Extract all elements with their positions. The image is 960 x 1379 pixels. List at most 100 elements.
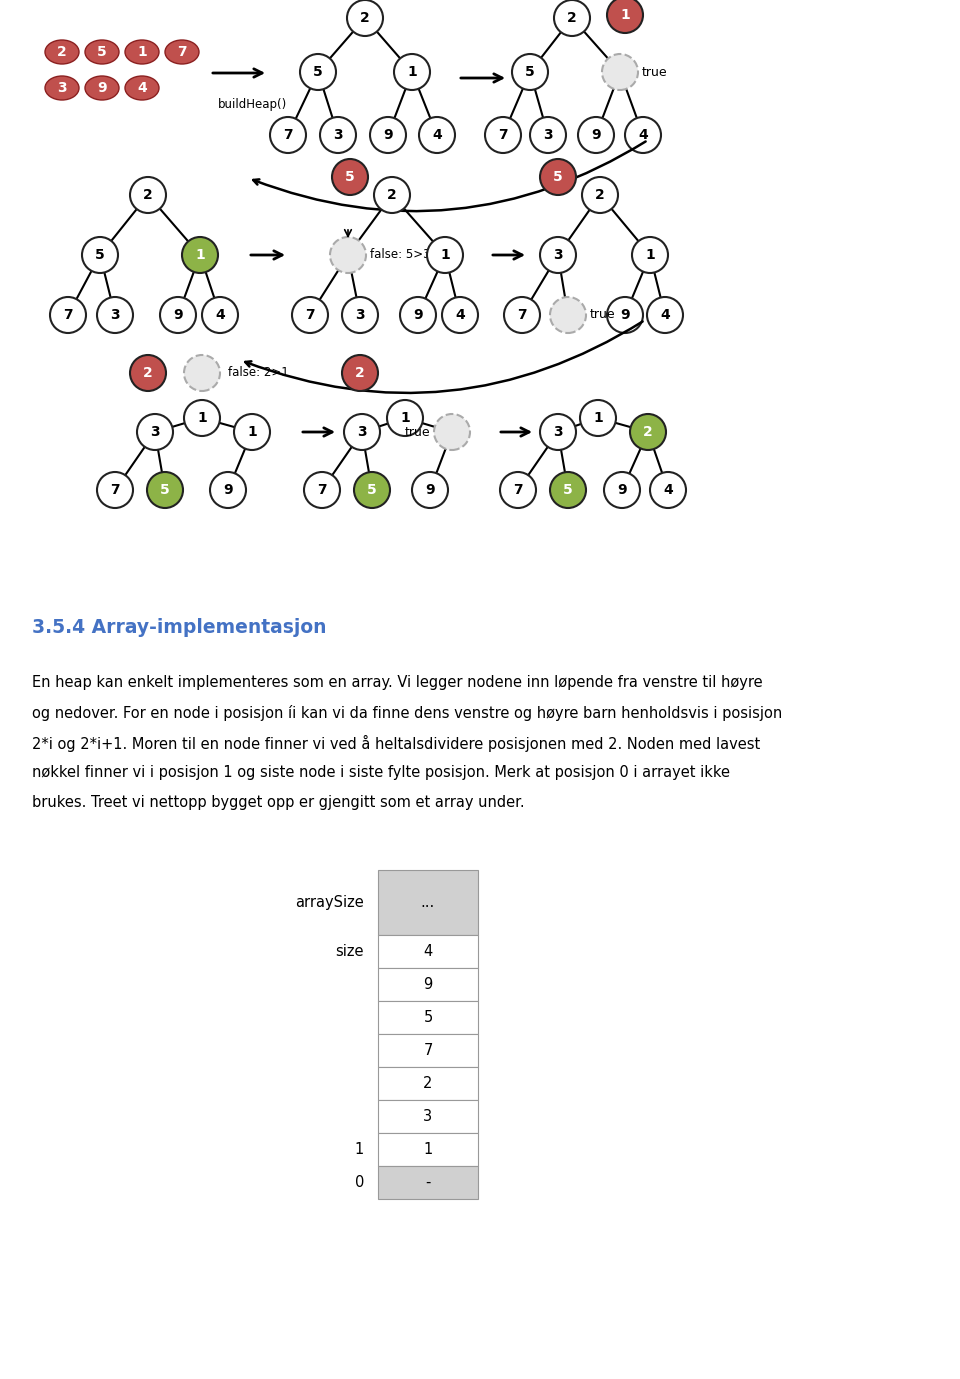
Circle shape bbox=[625, 117, 661, 153]
Bar bbox=[378, 935, 478, 968]
Text: 5: 5 bbox=[160, 483, 170, 496]
Bar bbox=[378, 870, 478, 935]
Circle shape bbox=[500, 472, 536, 507]
Text: nøkkel finner vi i posisjon 1 og siste node i siste fylte posisjon. Merk at posi: nøkkel finner vi i posisjon 1 og siste n… bbox=[32, 765, 730, 781]
Circle shape bbox=[184, 354, 220, 392]
Text: 5: 5 bbox=[346, 170, 355, 183]
Text: 4: 4 bbox=[137, 81, 147, 95]
Text: 1: 1 bbox=[247, 425, 257, 439]
Bar bbox=[378, 1001, 478, 1034]
Text: 5: 5 bbox=[95, 248, 105, 262]
Text: 9: 9 bbox=[97, 81, 107, 95]
Text: 3: 3 bbox=[333, 128, 343, 142]
Text: 4: 4 bbox=[663, 483, 673, 496]
Text: 4: 4 bbox=[432, 128, 442, 142]
Text: 2: 2 bbox=[643, 425, 653, 439]
Text: false: 5>3: false: 5>3 bbox=[370, 248, 430, 262]
Text: 5: 5 bbox=[313, 65, 323, 79]
Text: 3: 3 bbox=[110, 308, 120, 323]
Text: 9: 9 bbox=[591, 128, 601, 142]
Circle shape bbox=[50, 296, 86, 332]
Circle shape bbox=[147, 472, 183, 507]
Circle shape bbox=[550, 472, 586, 507]
Text: 3: 3 bbox=[58, 81, 67, 95]
Circle shape bbox=[540, 237, 576, 273]
Text: 3: 3 bbox=[150, 425, 159, 439]
Text: 7: 7 bbox=[423, 1043, 433, 1058]
Bar bbox=[378, 1067, 478, 1100]
Circle shape bbox=[580, 400, 616, 436]
Text: 9: 9 bbox=[620, 308, 630, 323]
Text: true: true bbox=[590, 309, 615, 321]
Text: 3: 3 bbox=[423, 1109, 433, 1124]
Text: 2: 2 bbox=[567, 11, 577, 25]
Circle shape bbox=[647, 296, 683, 332]
Text: 5: 5 bbox=[423, 1009, 433, 1025]
Circle shape bbox=[344, 414, 380, 450]
Text: 4: 4 bbox=[660, 308, 670, 323]
Circle shape bbox=[412, 472, 448, 507]
Circle shape bbox=[582, 177, 618, 212]
Text: 7: 7 bbox=[110, 483, 120, 496]
Text: og nedover. For en node i posisjon íi kan vi da finne dens venstre og høyre barn: og nedover. For en node i posisjon íi ka… bbox=[32, 705, 782, 721]
Text: 1: 1 bbox=[355, 1142, 364, 1157]
Text: 3.5.4 Array-implementasjon: 3.5.4 Array-implementasjon bbox=[32, 618, 326, 637]
Text: 7: 7 bbox=[498, 128, 508, 142]
Circle shape bbox=[650, 472, 686, 507]
Text: true: true bbox=[642, 65, 667, 79]
Text: ...: ... bbox=[420, 895, 435, 910]
Text: 4: 4 bbox=[455, 308, 465, 323]
Text: 1: 1 bbox=[440, 248, 450, 262]
Circle shape bbox=[270, 117, 306, 153]
Circle shape bbox=[332, 159, 368, 194]
Circle shape bbox=[602, 54, 638, 90]
Text: 1: 1 bbox=[195, 248, 204, 262]
Text: -: - bbox=[425, 1175, 431, 1190]
Circle shape bbox=[512, 54, 548, 90]
Circle shape bbox=[434, 414, 470, 450]
Bar bbox=[378, 1100, 478, 1134]
Text: 7: 7 bbox=[283, 128, 293, 142]
Circle shape bbox=[530, 117, 566, 153]
Circle shape bbox=[394, 54, 430, 90]
Text: 7: 7 bbox=[514, 483, 523, 496]
Text: 2: 2 bbox=[595, 188, 605, 201]
Circle shape bbox=[202, 296, 238, 332]
Text: true: true bbox=[404, 426, 430, 439]
Circle shape bbox=[540, 414, 576, 450]
Circle shape bbox=[607, 0, 643, 33]
Text: 9: 9 bbox=[423, 976, 433, 992]
Ellipse shape bbox=[125, 76, 159, 101]
Text: 2: 2 bbox=[355, 365, 365, 381]
Circle shape bbox=[374, 177, 410, 212]
Circle shape bbox=[354, 472, 390, 507]
Text: 1: 1 bbox=[620, 8, 630, 22]
Circle shape bbox=[419, 117, 455, 153]
Text: 9: 9 bbox=[173, 308, 182, 323]
Circle shape bbox=[342, 354, 378, 392]
Text: 7: 7 bbox=[517, 308, 527, 323]
Circle shape bbox=[607, 296, 643, 332]
Circle shape bbox=[97, 296, 133, 332]
Ellipse shape bbox=[85, 76, 119, 101]
Text: 5: 5 bbox=[367, 483, 377, 496]
Circle shape bbox=[387, 400, 423, 436]
Circle shape bbox=[604, 472, 640, 507]
Ellipse shape bbox=[45, 76, 79, 101]
Circle shape bbox=[370, 117, 406, 153]
Text: brukes. Treet vi nettopp bygget opp er gjengitt som et array under.: brukes. Treet vi nettopp bygget opp er g… bbox=[32, 796, 524, 809]
Text: 4: 4 bbox=[638, 128, 648, 142]
Circle shape bbox=[182, 237, 218, 273]
Circle shape bbox=[427, 237, 463, 273]
Text: 3: 3 bbox=[543, 128, 553, 142]
Text: 3: 3 bbox=[553, 425, 563, 439]
Circle shape bbox=[304, 472, 340, 507]
Text: buildHeap(): buildHeap() bbox=[218, 98, 287, 110]
Text: 1: 1 bbox=[197, 411, 206, 425]
Circle shape bbox=[630, 414, 666, 450]
Circle shape bbox=[540, 159, 576, 194]
Circle shape bbox=[485, 117, 521, 153]
Text: 1: 1 bbox=[137, 46, 147, 59]
Circle shape bbox=[330, 237, 366, 273]
Text: En heap kan enkelt implementeres som en array. Vi legger nodene inn løpende fra : En heap kan enkelt implementeres som en … bbox=[32, 674, 762, 690]
